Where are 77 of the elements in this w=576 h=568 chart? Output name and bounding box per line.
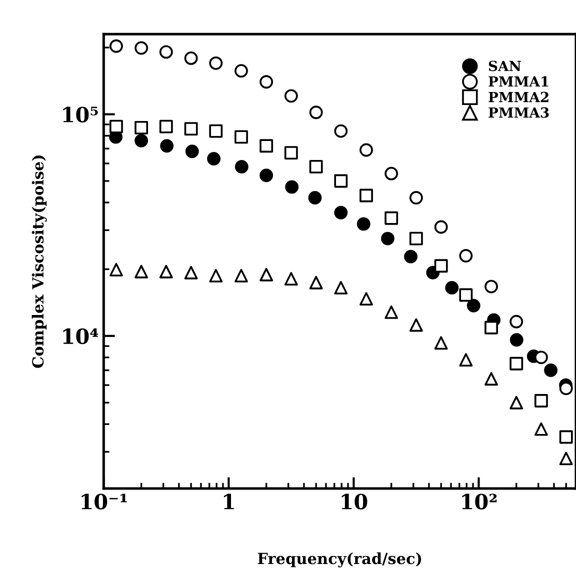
point [559,382,573,396]
point [334,124,348,138]
point [160,139,174,153]
point [184,266,198,280]
point [134,41,148,55]
point [234,160,248,174]
point [260,75,274,89]
point [285,180,299,194]
point [360,292,373,306]
point [434,259,448,273]
point [534,422,548,436]
point [209,124,223,138]
point [360,188,373,202]
point [459,249,473,262]
x-tick-label: 10 [342,494,368,510]
point [260,168,274,182]
point [384,211,398,225]
point [484,320,498,334]
point [284,272,298,286]
point [309,160,323,174]
point [209,56,223,70]
point [510,314,524,328]
point [334,281,348,294]
point [409,191,423,204]
point [334,174,348,188]
legend-label: PMMA1 [488,76,548,87]
legend-label: SAN [488,60,521,72]
point [459,288,473,302]
point [159,45,173,59]
point [434,336,448,350]
x-tick-label: 1 [224,494,234,510]
point [209,268,223,282]
point [510,356,524,370]
point [384,166,398,180]
point [110,262,123,276]
point [459,353,473,367]
point [434,220,448,234]
point [559,430,573,444]
point [134,264,148,278]
point [309,276,323,290]
legend-label: PMMA2 [488,92,548,102]
point [534,350,548,364]
x-tick-label: 10⁻¹ [82,494,127,510]
point [484,372,498,386]
point [309,106,323,120]
point [159,120,173,134]
point [334,206,348,220]
point [384,305,398,319]
y-tick-label: 10⁴ [63,328,98,344]
point [184,122,198,136]
point [185,144,199,158]
point [260,268,274,282]
point [110,120,123,134]
x-tick-label: 10² [462,494,497,510]
x-axis-title: Frequency(rad/sec) [258,552,422,568]
point [184,52,198,65]
point [284,89,298,103]
legend-label: PMMA3 [488,107,549,118]
point [134,120,148,134]
point [559,452,573,466]
point [134,134,148,148]
point [234,130,248,144]
point [159,264,173,278]
y-tick-label: 10⁵ [63,106,98,122]
point [360,143,373,157]
point [308,191,322,204]
point [484,280,498,294]
point [409,232,423,246]
point [510,396,524,410]
y-axis-title: Complex Viscosity(poise) [32,156,47,368]
point [284,146,298,160]
point [110,39,123,53]
point [234,64,248,78]
point [409,318,423,332]
point [234,268,248,282]
point [534,394,548,408]
point [260,139,274,153]
